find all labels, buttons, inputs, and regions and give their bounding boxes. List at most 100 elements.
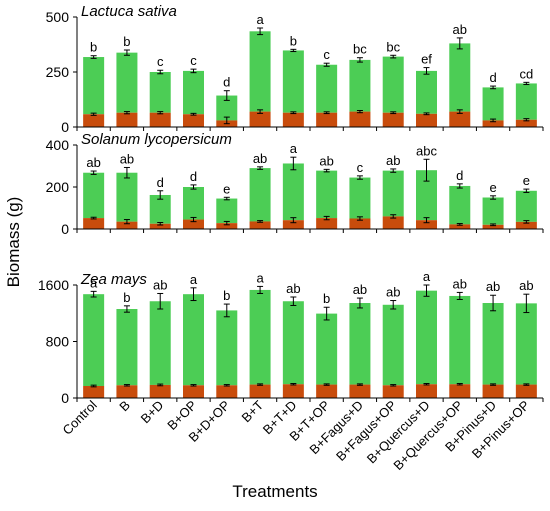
- bar-lower-3-11: [416, 384, 437, 398]
- bar-lower-1-4: [183, 114, 204, 127]
- bar-upper-1-14: [515, 83, 537, 120]
- bar-lower-1-9: [349, 111, 371, 127]
- letter-label-3-1: a: [90, 275, 98, 290]
- bar-upper-1-6: [249, 31, 271, 112]
- bar-upper-1-11: [416, 70, 437, 114]
- bar-lower-3-13: [482, 384, 504, 398]
- bar-upper-2-2: [116, 172, 138, 222]
- y-tick-label-3-1: 0: [61, 390, 69, 406]
- letter-label-3-9: ab: [353, 282, 367, 297]
- bar-lower-2-7: [282, 220, 304, 229]
- bar-lower-2-11: [416, 220, 437, 229]
- bar-upper-2-8: [316, 170, 338, 219]
- bar-upper-2-14: [515, 190, 537, 222]
- bar-upper-1-4: [183, 70, 204, 115]
- bar-upper-3-14: [515, 303, 537, 385]
- bar-upper-3-6: [249, 289, 271, 385]
- letter-label-3-5: b: [223, 288, 230, 303]
- bar-upper-2-6: [249, 168, 271, 222]
- letter-label-3-3: ab: [153, 277, 167, 292]
- letter-label-1-1: b: [90, 40, 97, 55]
- bar-lower-1-6: [249, 111, 271, 127]
- letter-label-1-10: bc: [386, 39, 400, 54]
- bar-upper-2-10: [382, 170, 404, 217]
- letter-label-2-6: ab: [253, 151, 267, 166]
- bar-upper-2-3: [149, 194, 171, 224]
- bar-lower-3-1: [83, 385, 105, 398]
- letter-label-3-6: a: [256, 270, 264, 285]
- letter-label-3-11: a: [423, 269, 431, 284]
- letter-label-2-14: e: [523, 173, 530, 188]
- letter-label-1-14: cd: [519, 66, 533, 81]
- bar-lower-1-8: [316, 112, 338, 127]
- bar-upper-1-8: [316, 64, 338, 113]
- bar-upper-2-5: [216, 198, 238, 224]
- bar-upper-3-10: [382, 304, 404, 386]
- bar-upper-1-9: [349, 59, 371, 112]
- bar-upper-3-13: [482, 303, 504, 385]
- y-axis-label: Biomass (g): [4, 196, 23, 288]
- letter-label-2-2: ab: [120, 151, 134, 166]
- bar-upper-2-4: [183, 187, 204, 220]
- bar-upper-2-9: [349, 177, 371, 219]
- bar-upper-3-9: [349, 303, 371, 385]
- bar-upper-3-3: [149, 301, 171, 385]
- letter-label-1-4: c: [190, 53, 197, 68]
- letter-label-3-8: b: [323, 291, 330, 306]
- bar-lower-3-6: [249, 384, 271, 398]
- panel-title-1: Lactuca sativa: [81, 3, 177, 20]
- letter-label-3-4: a: [190, 272, 198, 287]
- bar-lower-2-9: [349, 218, 371, 229]
- letter-label-1-9: bc: [353, 42, 367, 57]
- bar-upper-1-3: [149, 72, 171, 113]
- bar-upper-3-12: [449, 295, 471, 385]
- bar-lower-3-9: [349, 384, 371, 398]
- bar-lower-2-14: [515, 221, 537, 229]
- y-tick-label-2-3: 400: [46, 137, 70, 153]
- x-axis-label: Treatments: [232, 482, 318, 501]
- letter-label-1-13: d: [489, 70, 496, 85]
- panel-title-3: Zea mays: [80, 271, 147, 288]
- bar-lower-3-4: [183, 385, 204, 398]
- letter-label-2-12: d: [456, 168, 463, 183]
- bar-upper-2-13: [482, 197, 504, 225]
- bar-lower-3-14: [515, 384, 537, 398]
- x-tick-label-2: B: [116, 398, 133, 415]
- panel-title-2: Solanum lycopersicum: [81, 131, 232, 148]
- bar-upper-1-7: [282, 50, 304, 113]
- letter-label-1-8: c: [323, 47, 330, 62]
- letter-label-2-13: e: [489, 180, 496, 195]
- bar-lower-2-4: [183, 219, 204, 229]
- y-tick-label-1-2: 250: [46, 64, 70, 80]
- y-tick-label-1-3: 500: [46, 9, 70, 25]
- bar-lower-3-8: [316, 384, 338, 398]
- letter-label-3-12: ab: [453, 276, 467, 291]
- y-tick-label-3-2: 800: [46, 334, 70, 350]
- x-tick-label-6: B+T: [238, 397, 266, 425]
- letter-label-3-14: ab: [519, 278, 533, 293]
- y-tick-label-2-2: 200: [46, 179, 70, 195]
- letter-label-1-3: c: [157, 54, 164, 69]
- letter-label-1-6: a: [256, 12, 264, 27]
- letter-label-2-3: d: [157, 175, 164, 190]
- letter-label-1-12: ab: [453, 22, 467, 37]
- letter-label-3-2: b: [123, 290, 130, 305]
- bar-lower-2-2: [116, 221, 138, 229]
- bar-lower-2-3: [149, 223, 171, 229]
- y-tick-label-1-1: 0: [61, 119, 69, 135]
- bar-lower-1-14: [515, 119, 537, 127]
- bar-upper-3-4: [183, 294, 204, 386]
- y-tick-label-2-1: 0: [61, 221, 69, 237]
- bar-lower-3-7: [282, 384, 304, 398]
- letter-label-3-13: ab: [486, 279, 500, 294]
- x-tick-label-3: B+D: [138, 398, 167, 427]
- bar-upper-3-8: [316, 313, 338, 385]
- letter-label-2-9: c: [357, 160, 364, 175]
- bar-upper-1-10: [382, 56, 404, 113]
- bar-lower-1-11: [416, 113, 437, 127]
- letter-label-2-10: ab: [386, 153, 400, 168]
- bar-lower-2-6: [249, 221, 271, 229]
- bar-lower-1-2: [116, 112, 138, 127]
